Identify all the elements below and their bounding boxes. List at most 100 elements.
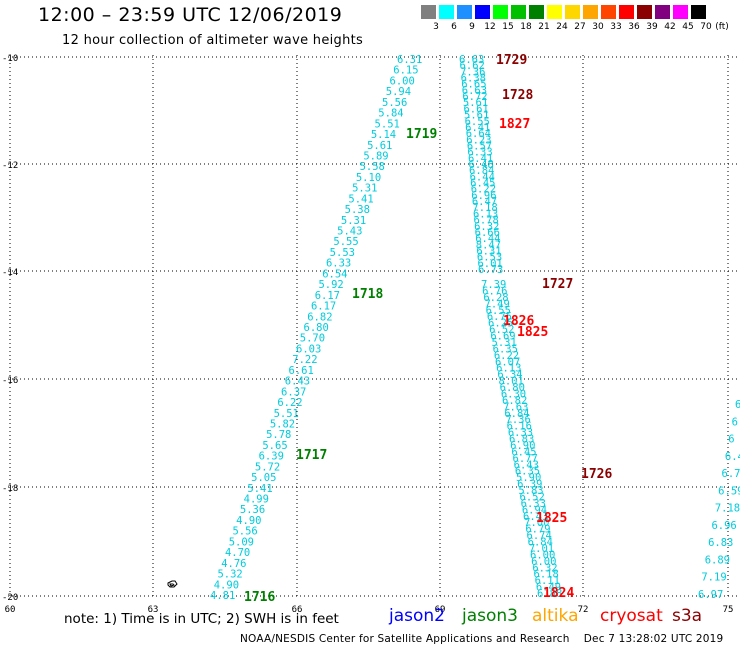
wave-height-value: 6.53: [477, 252, 502, 264]
wave-height-value: 6.64: [466, 128, 491, 140]
wave-height-value: 6.74: [527, 530, 552, 542]
wave-height-value: 6.33: [467, 147, 492, 159]
wave-height-value: 5.05: [251, 472, 276, 484]
wave-height-value: 6.23: [466, 134, 491, 146]
scale-swatch: [619, 5, 634, 19]
wave-height-value: 6.01: [477, 258, 502, 270]
scale-unit-label: (ft): [715, 22, 729, 32]
wave-height-value: 6.30: [501, 388, 526, 400]
pass-time-label: 1727: [542, 277, 573, 292]
wave-height-value: 7.49: [485, 298, 510, 310]
scale-level-label: 21: [538, 22, 550, 32]
latitude-tick-label: -16: [2, 376, 18, 386]
wave-height-value: 6.43: [285, 376, 310, 388]
wave-height-value: 5.41: [247, 483, 272, 495]
wave-height-value: 5.41: [348, 193, 373, 205]
scale-level-label: 45: [682, 22, 694, 32]
wave-height-value: 6.17: [315, 290, 340, 302]
wave-height-value: 6.61: [463, 103, 488, 115]
latitude-tick-label: -12: [2, 161, 18, 171]
wave-height-value: 6.77: [513, 453, 538, 465]
latitude-tick-label: -20: [2, 593, 18, 603]
wave-height-value: 6.61: [289, 365, 314, 377]
wave-height-value: 5.55: [333, 236, 358, 248]
scale-swatch: [691, 5, 706, 19]
wave-height-value: 6.52: [520, 491, 545, 503]
longitude-tick-label: 60: [5, 605, 16, 615]
scale-swatch: [457, 5, 472, 19]
wave-height-value: 6.18: [534, 569, 559, 581]
wave-height-value: 7.00: [524, 517, 549, 529]
wave-height-value: 8.47: [476, 239, 501, 251]
axis-ticks: -10 -12 -14 -16 -18 -20 60 63 66 69 72 75: [2, 54, 733, 615]
wave-height-value: 6.32: [532, 562, 557, 574]
wave-height-value: 5.14: [371, 129, 396, 141]
wave-height-value: 6.45: [511, 446, 536, 458]
wave-height-value: 6.25: [488, 318, 513, 330]
wave-height-value: 6.35: [515, 466, 540, 478]
wave-height-value: 7.22: [292, 354, 317, 366]
wave-height-value: 5.78: [266, 429, 291, 441]
wave-height-value: 6.15: [393, 65, 418, 77]
longitude-tick-label: 66: [292, 605, 303, 615]
wave-height-value: 6.89: [705, 554, 730, 566]
wave-height-value: 6.94: [522, 504, 547, 516]
wave-height-value: 5.72: [255, 461, 280, 473]
wave-height-value: 6.33: [508, 427, 533, 439]
wave-height-value: 5.58: [360, 161, 385, 173]
wave-height-value: 6.57: [467, 140, 492, 152]
wave-height-value: 7.18: [715, 503, 740, 515]
wave-height-value: 6.66: [475, 227, 500, 239]
wave-height-value: 6.22: [471, 184, 496, 196]
wave-height-value: 6.13: [496, 363, 521, 375]
map-grid: [8, 55, 740, 598]
wave-height-value: 6.62: [460, 60, 485, 72]
wave-height-value: 6.96: [711, 520, 736, 532]
scale-swatch: [673, 5, 688, 19]
wave-height-value: 7.01: [529, 543, 554, 555]
wave-height-value: 6.00: [530, 549, 555, 561]
footnote: note: 1) Time is in UTC; 2) SWH is in fe…: [64, 611, 339, 627]
wave-height-value: 5.70: [300, 333, 325, 345]
wave-height-value: 8.01: [499, 376, 524, 388]
longitude-tick-label: 63: [148, 605, 159, 615]
satellite-jason3-label: jason3: [462, 606, 518, 626]
scale-swatch: [655, 5, 670, 19]
wave-height-value: 6.84: [528, 537, 553, 549]
wave-height-value: 6.55: [465, 116, 490, 128]
wave-height-value: 6.47: [472, 196, 497, 208]
scale-level-label: 39: [646, 22, 658, 32]
island-outline: [167, 580, 178, 588]
wave-height-value: 4.90: [214, 579, 239, 591]
wave-height-value: 4.90: [236, 515, 261, 527]
wave-height-value: 6.72: [462, 91, 487, 103]
wave-height-value: 5.82: [270, 418, 295, 430]
wave-height-value: 5.31: [352, 183, 377, 195]
wave-height-value: 5.83: [518, 485, 543, 497]
pass-time-label: 1729: [496, 53, 527, 68]
scale-swatch: [601, 5, 616, 19]
scale-level-label: 12: [484, 22, 496, 32]
wave-height-value: 6.39: [517, 479, 542, 491]
wave-height-value: 6.69: [490, 331, 515, 343]
scale-level-label: 27: [574, 22, 586, 32]
scale-level-label: 36: [628, 22, 640, 32]
satellite-jason2-label: jason2: [389, 606, 445, 626]
wave-height-value: 4.76: [221, 558, 246, 570]
wave-height-value: 7.19: [701, 572, 726, 584]
wave-height-value: 6.4: [725, 451, 740, 463]
wave-height-value: 5.32: [217, 569, 242, 581]
wave-height-value: 6.49: [536, 582, 561, 594]
pass-time-labels: 1716171717181719172917281827172718261825…: [244, 53, 612, 605]
wave-height-value: 6.63: [462, 85, 487, 97]
pass-time-label: 1719: [406, 127, 437, 142]
scale-swatch: [475, 5, 490, 19]
wave-height-value: 6.31: [476, 245, 501, 257]
wave-height-value: 6.82: [502, 395, 527, 407]
scale-swatch: [565, 5, 580, 19]
scale-level-label: 6: [451, 22, 457, 32]
wave-height-value: 6.75: [487, 311, 512, 323]
wave-height-value: 6.35: [493, 343, 518, 355]
wave-height-value: 5.51: [375, 118, 400, 130]
wave-height-value: 5.10: [356, 172, 381, 184]
